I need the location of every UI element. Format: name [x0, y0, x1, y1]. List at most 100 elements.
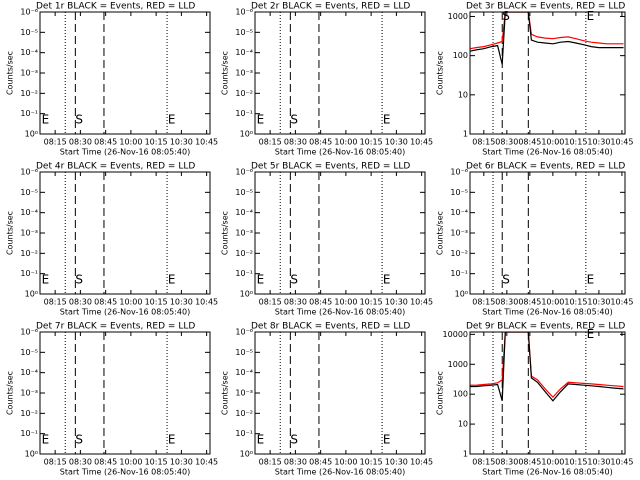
- y-tick-label: 10⁰: [455, 290, 468, 299]
- x-axis-title: Start Time (26-Nov-16 08:05:40): [60, 148, 190, 157]
- y-tick-label: 10⁻³: [235, 229, 253, 238]
- y-axis-title: Counts/sec: [6, 211, 15, 255]
- x-tick-label: 10:30: [385, 298, 408, 307]
- y-tick-label: 10⁻²: [20, 89, 38, 98]
- y-tick-label: 10⁰: [25, 130, 38, 139]
- y-tick-label: 10⁻²: [235, 409, 253, 418]
- x-tick-label: 10:15: [145, 458, 168, 467]
- x-tick-label: 08:45: [94, 458, 117, 467]
- x-tick-label: 08:45: [309, 458, 332, 467]
- y-tick-label: 10⁻²: [235, 89, 253, 98]
- y-tick-label: 10⁻¹: [235, 269, 253, 278]
- y-tick-label: 10⁻⁵: [235, 28, 253, 37]
- y-tick-label: 10⁻⁴: [235, 208, 253, 217]
- x-axis-title: Start Time (26-Nov-16 08:05:40): [482, 148, 612, 157]
- x-tick-label: 10:00: [119, 138, 142, 147]
- y-tick-label: 10⁻⁴: [235, 368, 253, 377]
- x-tick-label: 10:30: [587, 458, 610, 467]
- y-axis-title: Counts/sec: [436, 51, 445, 95]
- y-tick-label: 1: [463, 450, 468, 459]
- x-tick-label: 08:15: [44, 138, 67, 147]
- panel: Det 7r BLACK = Events, RED = LLD Start Ti…: [6, 322, 219, 477]
- x-tick-label: 10:15: [564, 298, 587, 307]
- y-tick-label: 10⁻⁶: [20, 8, 38, 17]
- panel: Det 6r BLACK = Events, RED = LLD Start Ti…: [436, 162, 634, 317]
- y-tick-label: 10: [458, 90, 468, 99]
- y-tick-label: 10⁻⁶: [20, 328, 38, 337]
- annotation: E: [168, 432, 176, 446]
- panel: Det 3r BLACK = Events, RED = LLD Start Ti…: [436, 2, 634, 157]
- y-tick-label: 10⁻⁵: [235, 188, 253, 197]
- y-tick-label: 10⁻¹: [20, 429, 38, 438]
- y-axis-title: Counts/sec: [6, 51, 15, 95]
- x-tick-label: 10:00: [541, 138, 564, 147]
- x-tick-label: 08:30: [69, 298, 92, 307]
- y-tick-label: 10⁻²: [20, 249, 38, 258]
- annotation: E: [168, 112, 176, 126]
- x-tick-label: 08:45: [309, 138, 332, 147]
- panel-title: Det 7r BLACK = Events, RED = LLD: [36, 322, 195, 332]
- panel: Det 2r BLACK = Events, RED = LLD Start Ti…: [221, 2, 434, 157]
- y-tick-label: 10⁻²: [20, 409, 38, 418]
- x-tick-label: 08:15: [472, 138, 495, 147]
- plot-frame: [254, 331, 426, 455]
- y-tick-label: 10⁻⁶: [235, 328, 253, 337]
- y-axis-title: Counts/sec: [221, 371, 230, 415]
- y-tick-label: 10⁻⁴: [20, 48, 38, 57]
- y-axis-title: Counts/sec: [6, 371, 15, 415]
- y-tick-label: 10000: [443, 330, 468, 339]
- y-tick-label: 10⁻¹: [235, 429, 253, 438]
- data-line: [470, 12, 624, 50]
- annotation: S: [502, 9, 510, 23]
- y-tick-label: 100: [453, 390, 468, 399]
- x-tick-label: 10:45: [410, 458, 433, 467]
- x-tick-label: 08:30: [69, 138, 92, 147]
- y-tick-label: 10⁻¹: [235, 109, 253, 118]
- y-tick-label: 10⁻⁵: [450, 188, 468, 197]
- y-tick-label: 10⁻⁶: [450, 168, 468, 177]
- y-tick-label: 1: [463, 130, 468, 139]
- x-tick-label: 08:45: [94, 298, 117, 307]
- x-tick-label: 08:15: [44, 458, 67, 467]
- x-tick-label: 08:45: [518, 458, 541, 467]
- x-tick-label: 08:15: [259, 458, 282, 467]
- y-tick-label: 10⁻⁵: [20, 28, 38, 37]
- y-tick-label: 10⁻³: [20, 229, 38, 238]
- y-tick-label: 10⁻⁵: [20, 348, 38, 357]
- x-tick-label: 08:45: [518, 298, 541, 307]
- x-tick-label: 10:30: [587, 298, 610, 307]
- plot-frame: [469, 11, 626, 135]
- x-tick-label: 10:30: [385, 138, 408, 147]
- y-axis-title: Counts/sec: [436, 371, 445, 415]
- annotation: E: [383, 272, 391, 286]
- annotation: E: [257, 272, 265, 286]
- annotation: S: [290, 272, 298, 286]
- x-tick-label: 10:15: [360, 298, 383, 307]
- x-tick-label: 08:45: [309, 298, 332, 307]
- plot-frame: [254, 11, 426, 135]
- annotation: E: [42, 272, 50, 286]
- x-tick-label: 08:15: [472, 298, 495, 307]
- y-tick-label: 10: [458, 420, 468, 429]
- x-tick-label: 08:45: [518, 138, 541, 147]
- x-tick-label: 10:00: [334, 458, 357, 467]
- x-tick-label: 10:45: [195, 458, 218, 467]
- x-tick-label: 10:45: [195, 298, 218, 307]
- y-tick-label: 1000: [448, 12, 468, 21]
- plot-frame: [469, 171, 626, 295]
- y-tick-label: 10⁻⁵: [20, 188, 38, 197]
- x-tick-label: 10:45: [410, 298, 433, 307]
- panel-title: Det 6r BLACK = Events, RED = LLD: [466, 162, 625, 172]
- x-tick-label: 08:15: [259, 138, 282, 147]
- x-axis-title: Start Time (26-Nov-16 08:05:40): [275, 308, 405, 317]
- x-axis-title: Start Time (26-Nov-16 08:05:40): [275, 468, 405, 477]
- y-tick-label: 10⁰: [240, 290, 253, 299]
- y-tick-label: 10⁰: [240, 450, 253, 459]
- y-tick-label: 10⁻⁶: [235, 8, 253, 17]
- y-tick-label: 10⁰: [240, 130, 253, 139]
- x-tick-label: 10:15: [564, 138, 587, 147]
- panel-title: Det 4r BLACK = Events, RED = LLD: [36, 162, 195, 172]
- x-tick-label: 08:30: [495, 138, 518, 147]
